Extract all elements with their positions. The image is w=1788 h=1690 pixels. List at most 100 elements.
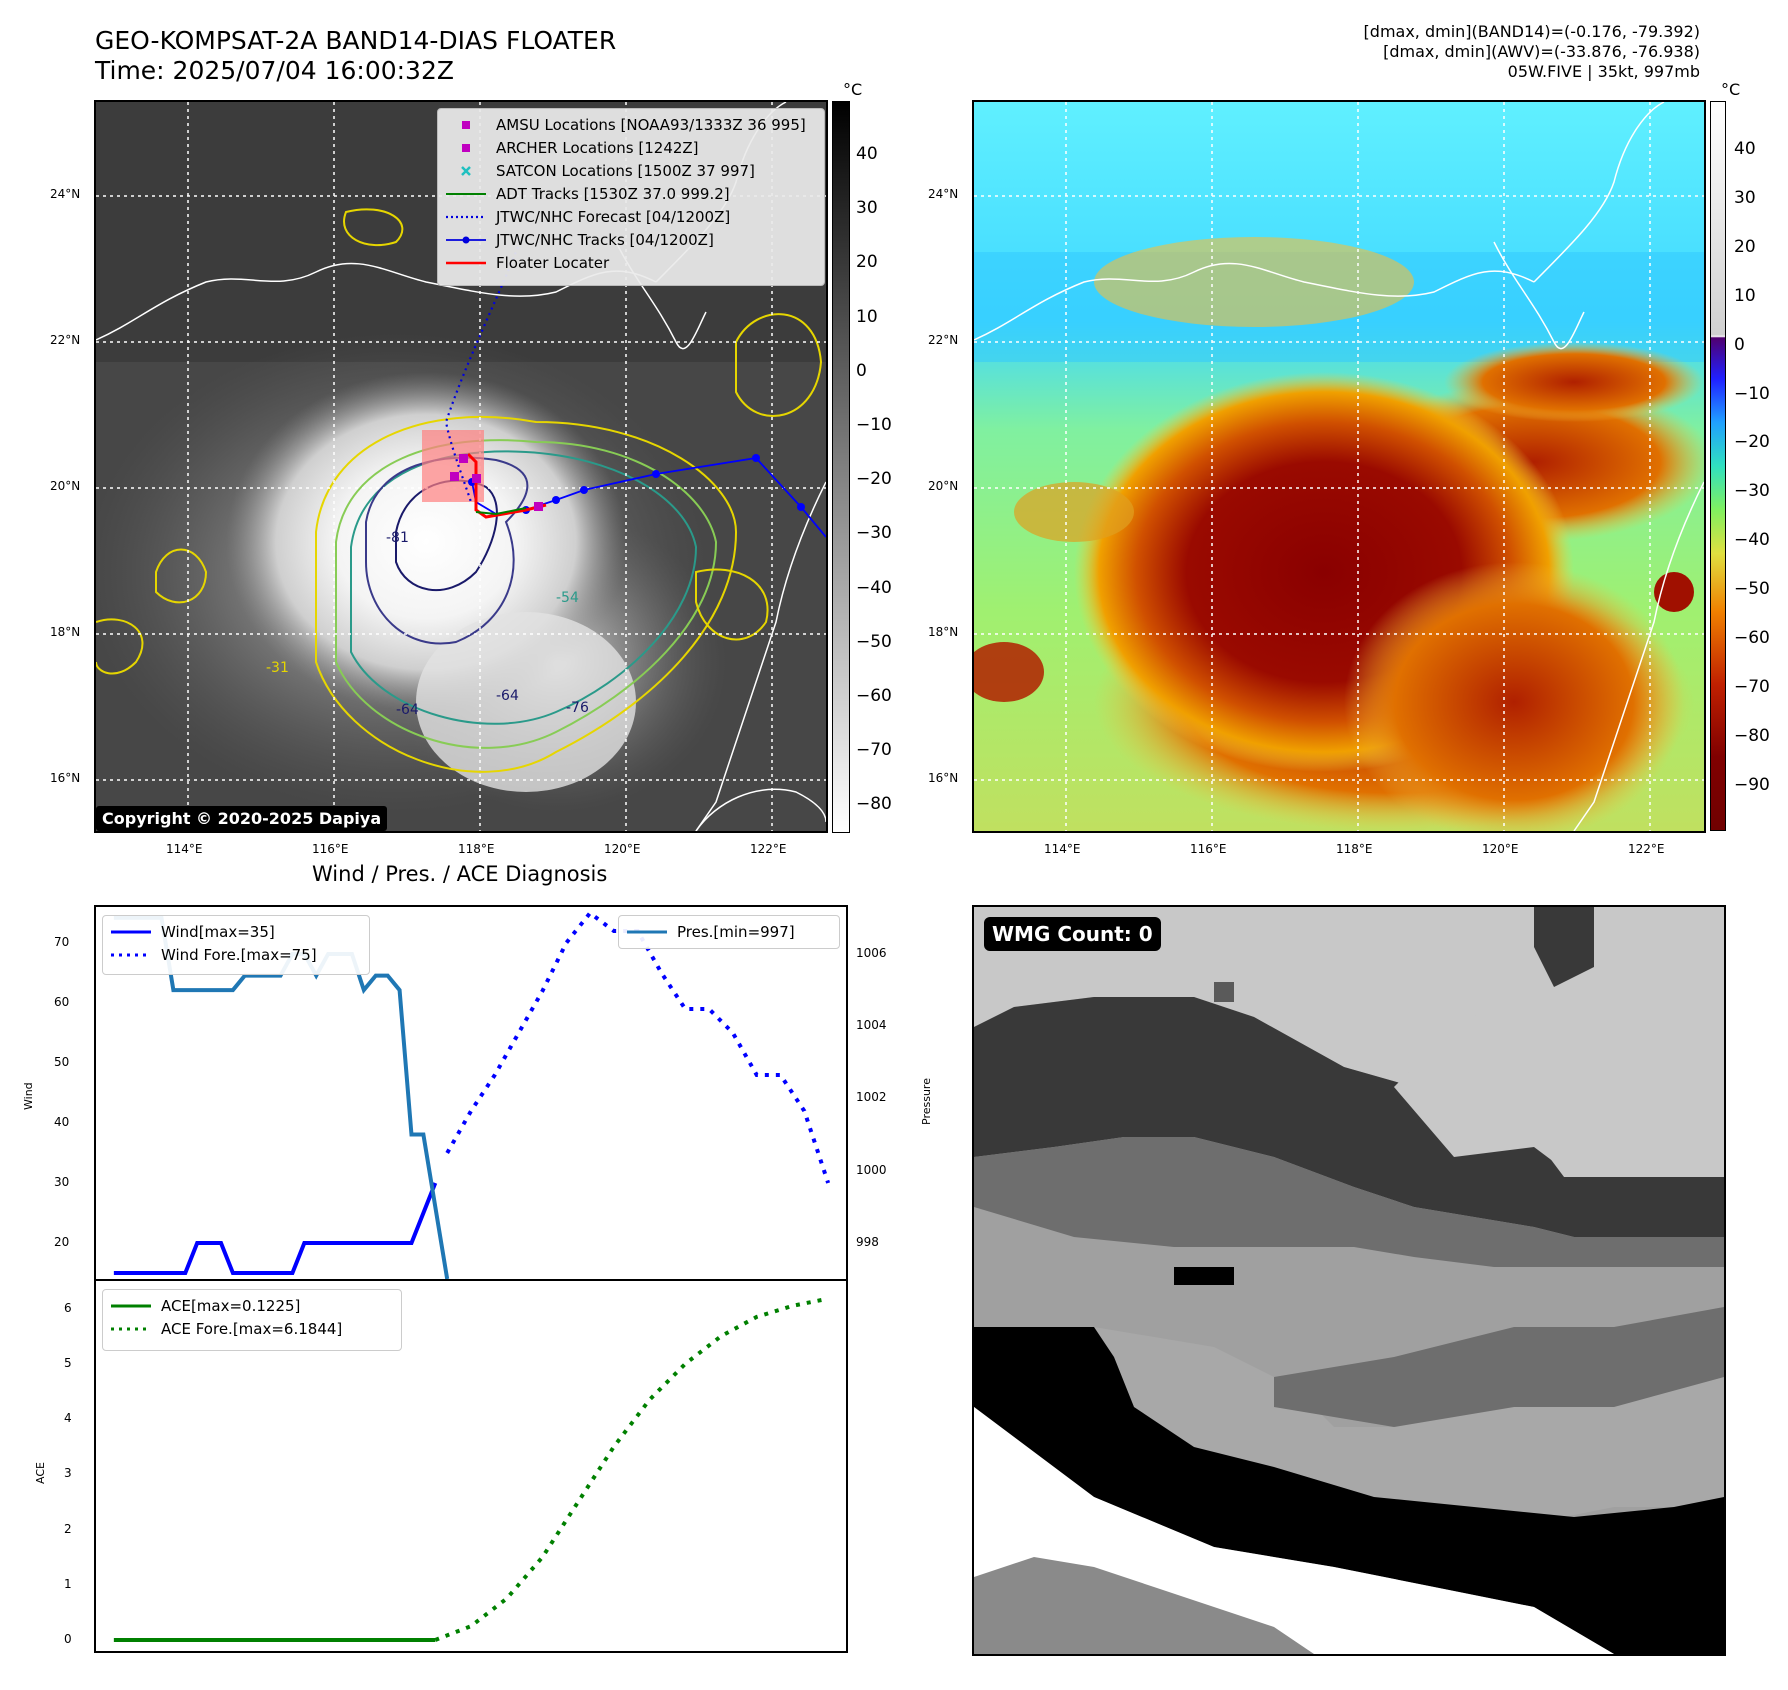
figure-time: Time: 2025/07/04 16:00:32Z (95, 56, 454, 85)
legend-item-amsu: AMSU Locations [NOAA93/1333Z 36 995] (438, 113, 824, 136)
awv-colorbar-unit: °C (1721, 80, 1741, 99)
legend-item-jtwc-tracks: JTWC/NHC Tracks [04/1200Z] (438, 228, 824, 251)
wind-forecast-line (445, 910, 831, 1184)
legend-item-ace-forecast: ACE Fore.[max=6.1844] (111, 1319, 343, 1338)
colorbar-tick-label: −20 (856, 469, 892, 490)
contour-label: -31 (266, 660, 289, 676)
wmg-count-badge: WMG Count: 0 (984, 917, 1161, 951)
pressure-ytick: 998 (856, 1234, 879, 1249)
lat-label: 16°N (928, 771, 959, 785)
colorbar-tick-label: −50 (856, 631, 892, 652)
legend-item-wind-forecast: Wind Fore.[max=75] (111, 945, 317, 964)
pres-legend: Pres.[min=997] (618, 915, 840, 949)
colorbar-tick-label: −30 (856, 523, 892, 544)
colorbar-tick-label: 20 (1734, 236, 1756, 257)
lon-label: 114°E (1044, 842, 1081, 856)
wind-ylabel: Wind (22, 1082, 35, 1110)
awv-colorbar (1710, 101, 1726, 831)
lat-label: 18°N (928, 625, 959, 639)
lat-label: 24°N (50, 187, 81, 201)
wmg-panel: WMG Count: 0 (972, 905, 1726, 1656)
contour-label: -54 (556, 590, 579, 606)
ace-ylabel: ACE (34, 1462, 47, 1484)
ace-ytick: 3 (64, 1466, 72, 1481)
colorbar-tick-label: 40 (1734, 139, 1756, 159)
ace-ytick: 6 (64, 1300, 72, 1315)
lat-label: 22°N (928, 333, 959, 347)
lat-label: 16°N (50, 771, 81, 785)
pressure-ytick: 1000 (856, 1162, 887, 1177)
copyright-badge: Copyright © 2020-2025 Dapiya (96, 806, 388, 831)
colorbar-tick-label: −40 (1734, 530, 1770, 551)
lat-label: 22°N (50, 333, 81, 347)
colorbar-tick-label: −10 (1734, 383, 1770, 404)
legend-item-jtwc-forecast: JTWC/NHC Forecast [04/1200Z] (446, 207, 731, 226)
lon-label: 120°E (604, 842, 641, 856)
lat-label: 18°N (50, 625, 81, 639)
ace-ytick: 4 (64, 1411, 72, 1426)
contour-label: -76 (566, 700, 589, 716)
wind-legend: Wind[max=35] Wind Fore.[max=75] (102, 915, 370, 975)
lon-label: 122°E (1628, 842, 1665, 856)
colorbar-tick-label: 30 (1734, 187, 1756, 208)
lon-label: 120°E (1482, 842, 1519, 856)
wind-ytick: 20 (54, 1235, 70, 1249)
legend-item-archer: ARCHER Locations [1242Z] (438, 136, 824, 159)
legend-item-satcon: SATCON Locations [1500Z 37 997] (438, 159, 824, 182)
awv-map-image (974, 102, 1704, 831)
colorbar-tick-label: −70 (1734, 676, 1770, 697)
colorbar-tick-label: −80 (1734, 725, 1770, 746)
legend-item-wind: Wind[max=35] (111, 922, 275, 941)
pres-ylabel: Pressure (920, 1078, 933, 1125)
colorbar-tick-label: 10 (856, 306, 878, 327)
ir-map-panel: -81 -64 -76 -64 -31 -54 AMSU Locations [… (94, 100, 828, 833)
lon-label: 118°E (458, 842, 495, 856)
wind-pres-plot: Wind[max=35] Wind Fore.[max=75] Pres.[mi… (94, 905, 848, 1281)
ace-ytick: 5 (64, 1355, 72, 1370)
ace-plot: ACE[max=0.1225] ACE Fore.[max=6.1844] (94, 1279, 848, 1653)
figure-title: GEO-KOMPSAT-2A BAND14-DIAS FLOATER (95, 26, 617, 55)
colorbar-tick-label: −90 (1734, 774, 1770, 795)
lat-label: 24°N (928, 187, 959, 201)
colorbar-tick-label: −50 (1734, 579, 1770, 600)
ace-legend: ACE[max=0.1225] ACE Fore.[max=6.1844] (102, 1289, 402, 1351)
lon-label: 118°E (1336, 842, 1373, 856)
contour-label: -64 (496, 688, 519, 704)
wind-ytick: 60 (54, 995, 70, 1009)
info-storm: 05W.FIVE | 35kt, 997mb (1507, 62, 1700, 81)
wind-ytick: 40 (54, 1115, 70, 1129)
colorbar-tick-label: 20 (856, 252, 878, 273)
ir-colorbar-unit: °C (843, 80, 863, 99)
colorbar-tick-label: −60 (1734, 628, 1770, 648)
lat-label: 20°N (928, 479, 959, 493)
legend-item-pres: Pres.[min=997] (627, 922, 795, 941)
contour-label: -81 (386, 530, 409, 546)
legend-item-floater: Floater Locater (446, 253, 610, 272)
info-band14: [dmax, dmin](BAND14)=(-0.176, -79.392) (1363, 22, 1700, 41)
info-awv: [dmax, dmin](AWV)=(-33.876, -76.938) (1383, 42, 1700, 61)
pressure-ytick: 1004 (856, 1018, 887, 1033)
ace-ytick: 0 (64, 1631, 72, 1646)
wmg-image (974, 907, 1724, 1654)
ace-ytick: 1 (64, 1576, 72, 1591)
ir-legend: AMSU Locations [NOAA93/1333Z 36 995] ARC… (437, 108, 825, 286)
colorbar-tick-label: 40 (856, 144, 878, 164)
pressure-ytick: 1006 (856, 945, 887, 960)
wind-ytick: 70 (54, 935, 70, 949)
wind-ytick: 30 (54, 1175, 70, 1189)
colorbar-tick-label: −70 (856, 740, 892, 761)
colorbar-tick-label: 0 (1734, 334, 1745, 355)
lon-label: 116°E (1190, 842, 1227, 856)
ace-svg (113, 1296, 829, 1642)
lon-label: 114°E (166, 842, 203, 856)
lon-label: 122°E (750, 842, 787, 856)
ir-colorbar (832, 101, 850, 833)
awv-map-panel (972, 100, 1706, 833)
wind-line (113, 1182, 438, 1275)
diag-title: Wind / Pres. / ACE Diagnosis (312, 862, 608, 886)
colorbar-tick-label: 10 (1734, 285, 1756, 306)
colorbar-tick-label: −60 (856, 686, 892, 706)
colorbar-tick-label: −30 (1734, 481, 1770, 502)
ace-ytick: 2 (64, 1521, 72, 1536)
lon-label: 116°E (312, 842, 349, 856)
